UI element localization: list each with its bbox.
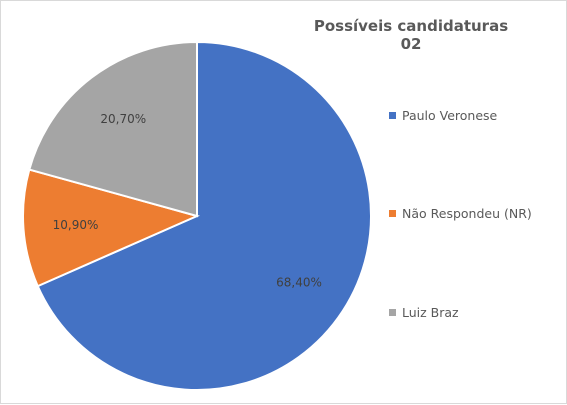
pie-slice-2 [28, 40, 198, 218]
legend-item-nao-respondeu: Não Respondeu (NR) [389, 206, 532, 221]
pie-slice-1 [22, 168, 200, 288]
pie-slice-0 [36, 40, 372, 391]
data-label-2: 20,70% [100, 112, 146, 126]
data-label-0: 68,40% [276, 276, 322, 290]
legend-label: Paulo Veronese [402, 108, 498, 123]
legend-swatch [389, 210, 396, 217]
legend-swatch [389, 309, 396, 316]
legend-swatch [389, 112, 396, 119]
data-label-1: 10,90% [53, 218, 99, 232]
legend-label: Luiz Braz [402, 305, 459, 320]
chart-title: Possíveis candidaturas 02 [313, 17, 509, 53]
legend-label: Não Respondeu (NR) [402, 206, 532, 221]
legend-item-luiz-braz: Luiz Braz [389, 305, 459, 320]
legend-item-paulo-veronese: Paulo Veronese [389, 108, 497, 123]
